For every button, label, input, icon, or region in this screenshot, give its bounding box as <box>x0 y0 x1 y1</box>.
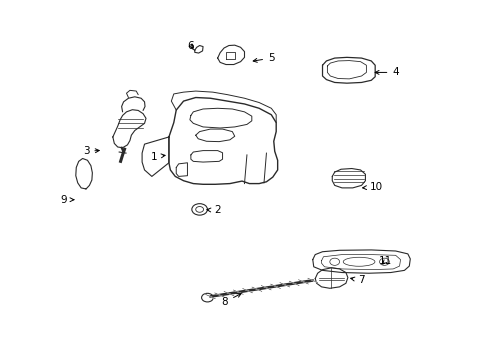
Text: 5: 5 <box>253 53 274 63</box>
Text: 1: 1 <box>151 152 165 162</box>
Text: 9: 9 <box>61 195 74 205</box>
Text: 8: 8 <box>221 294 241 307</box>
Text: 4: 4 <box>374 67 398 77</box>
Text: 11: 11 <box>379 256 392 266</box>
Text: 6: 6 <box>187 41 194 50</box>
Text: 10: 10 <box>362 182 382 192</box>
Text: 3: 3 <box>82 146 99 156</box>
Text: 2: 2 <box>206 206 221 216</box>
Text: 7: 7 <box>350 275 364 285</box>
